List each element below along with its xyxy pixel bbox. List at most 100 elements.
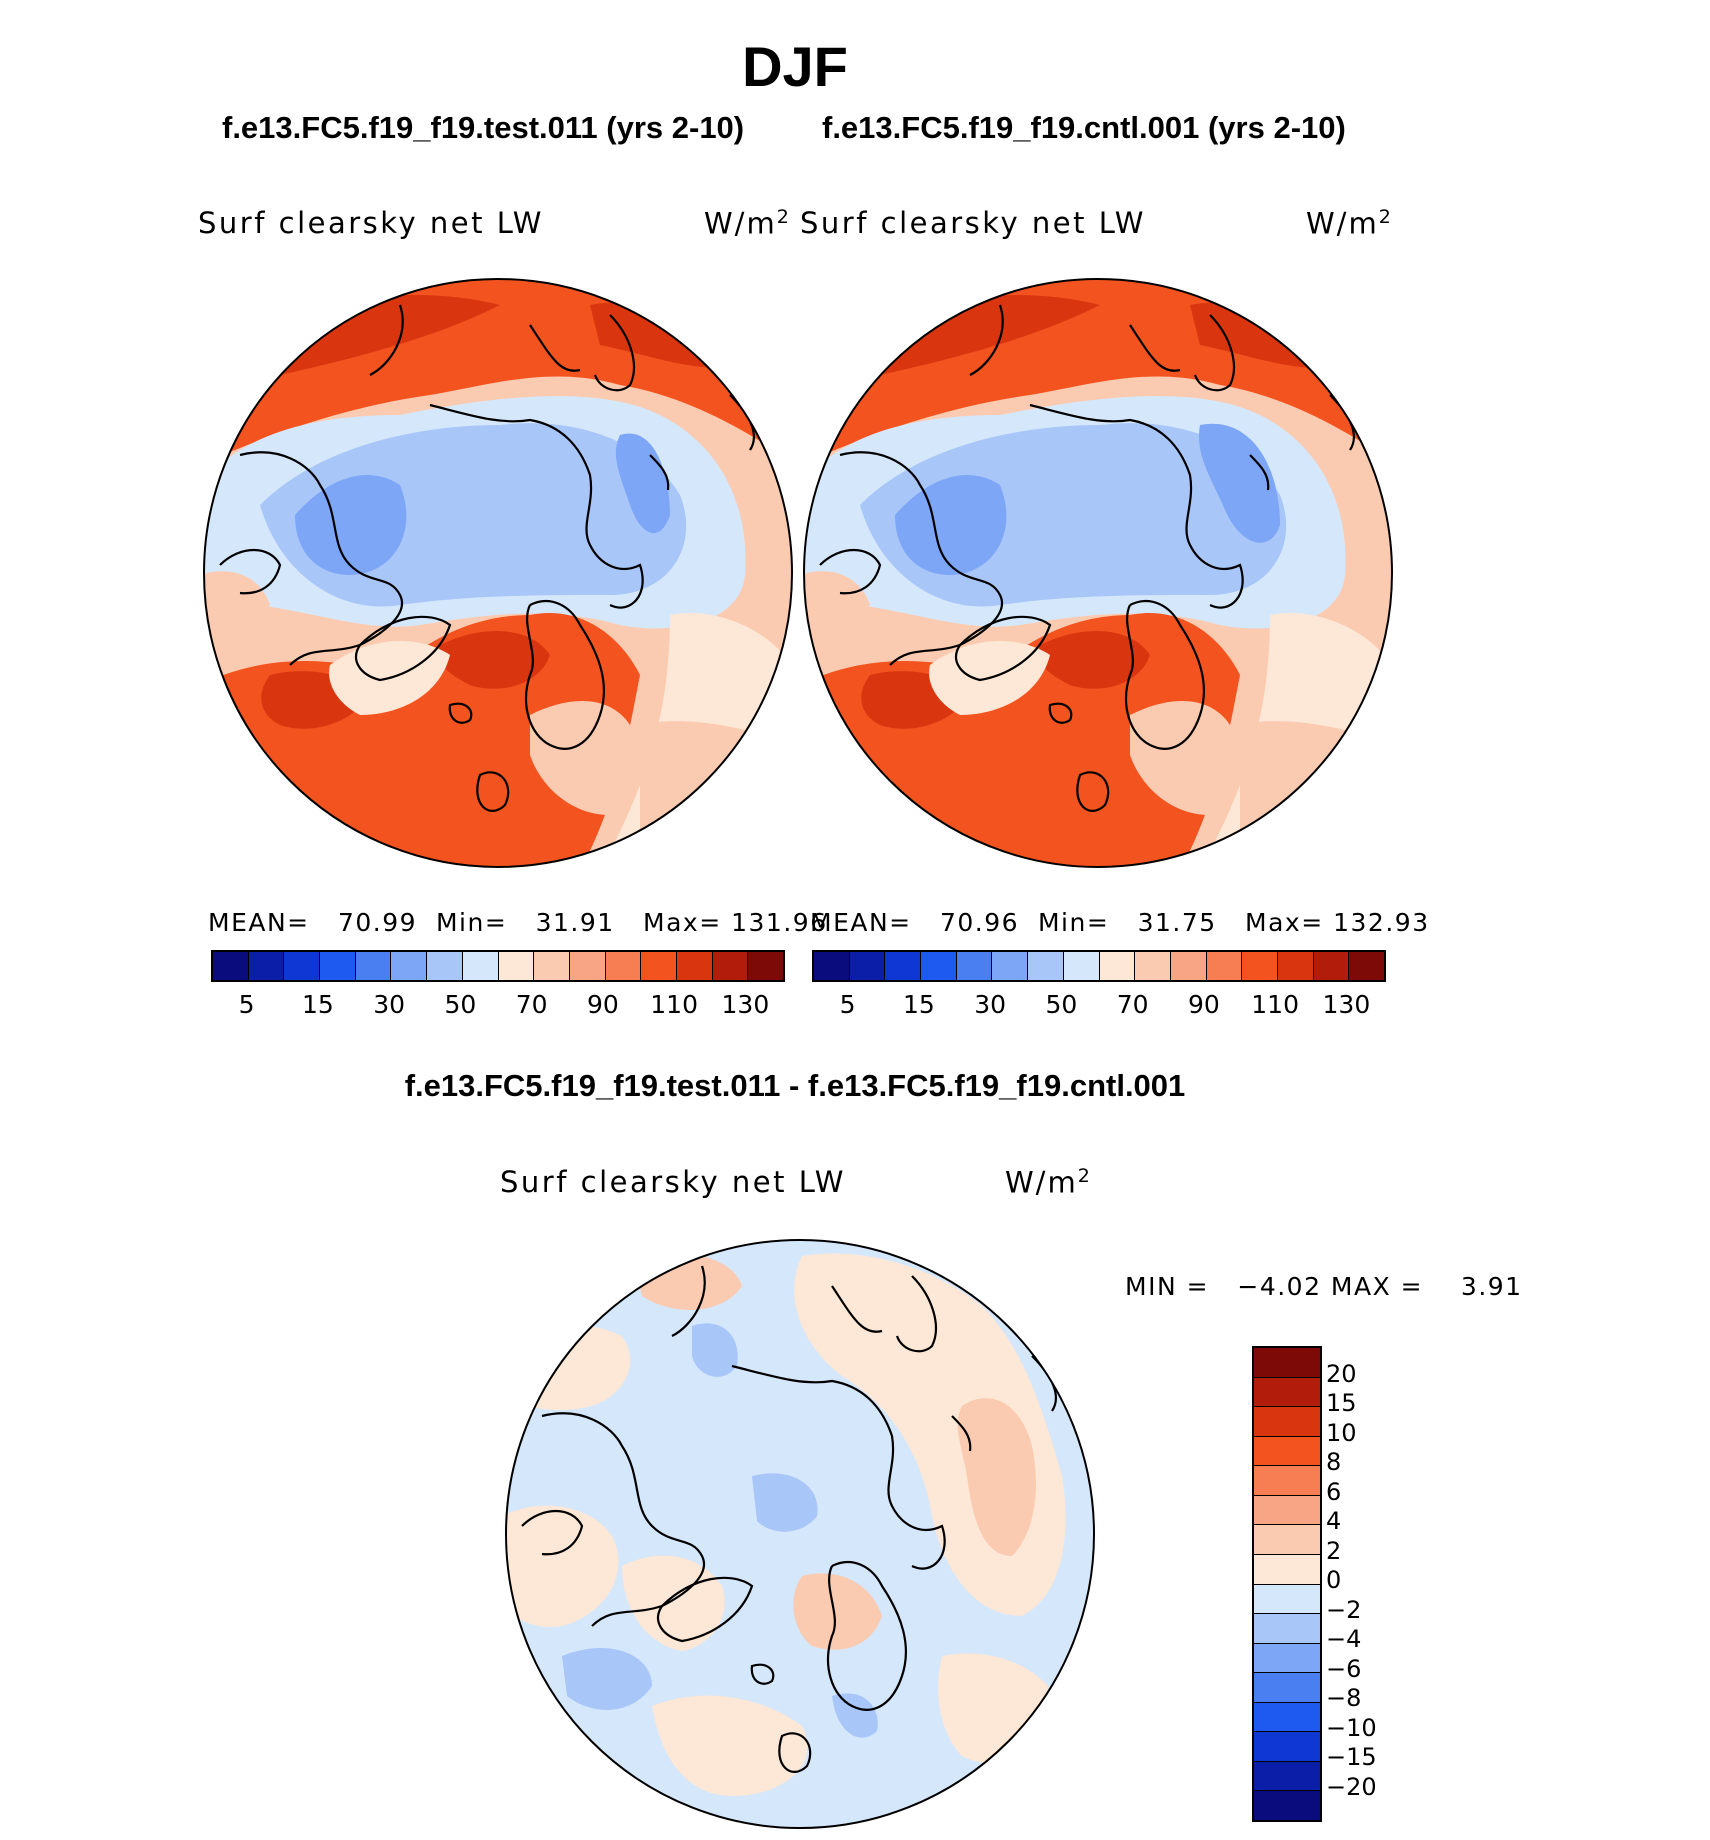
colorbar-tick-label: 90 (586, 990, 619, 1019)
colorbar-tick-label: −20 (1326, 1772, 1377, 1801)
test-variable-label: Surf clearsky net LW (198, 206, 544, 240)
colorbar-box (956, 952, 993, 980)
difference-map-border (505, 1239, 1095, 1829)
colorbar-tick-label: 110 (1251, 990, 1299, 1019)
diff-negative-patch (832, 1693, 878, 1738)
difference-units: W/m2 (1005, 1165, 1092, 1200)
colorbar-box (320, 952, 356, 980)
colorbar-box (814, 952, 850, 980)
colorbar-tick-label: 6 (1326, 1477, 1342, 1506)
colorbar-box (641, 952, 677, 980)
colorbar-box (355, 952, 392, 980)
colorbar-box (605, 952, 642, 980)
colorbar-box (1254, 1377, 1320, 1408)
control-variable-label: Surf clearsky net LW (800, 206, 1146, 240)
field-norwegian-deep (1039, 631, 1150, 689)
colorbar-box (391, 952, 428, 980)
field-eurasia-salmon (640, 721, 792, 867)
field-archipelago-blue (895, 475, 1007, 575)
colorbar-tick-label: 15 (1326, 1389, 1357, 1417)
colorbar-box (992, 952, 1029, 980)
colorbar-box (1254, 1436, 1320, 1467)
difference-stats: MIN = −4.02 MAX = 3.91 (1125, 1272, 1523, 1301)
colorbar-box (1099, 952, 1136, 980)
colorbar-tick-label: 30 (373, 990, 406, 1019)
colorbar-box (1254, 1614, 1320, 1644)
colorbar-box (1206, 952, 1243, 980)
field-siberia-blue (1199, 423, 1280, 543)
colorbar-box (248, 952, 285, 980)
colorbar-box (284, 952, 321, 980)
control-colorbar (812, 950, 1386, 982)
difference-variable-label: Surf clearsky net LW (500, 1165, 846, 1199)
colorbar-box (1254, 1643, 1320, 1674)
colorbar-box (1135, 952, 1171, 980)
field-scandinavia (1130, 701, 1234, 815)
colorbar-tick-label: 5 (839, 990, 856, 1019)
colorbar-tick-label: 15 (902, 990, 935, 1019)
colorbar-box (1254, 1761, 1320, 1792)
colorbar-box (1170, 952, 1207, 980)
colorbar-box (1254, 1702, 1320, 1733)
colorbar-box (1242, 952, 1278, 980)
colorbar-box (1254, 1348, 1320, 1378)
test-colorbar (211, 950, 785, 982)
colorbar-box (1254, 1407, 1320, 1437)
diff-positive-patch (957, 1398, 1036, 1556)
control-case-title: f.e13.FC5.f19_f19.cntl.001 (yrs 2-10) (822, 110, 1346, 145)
control-stats: MEAN= 70.96 Min= 31.75 Max= 132.93 (810, 908, 1430, 937)
control-map-border (803, 278, 1393, 868)
difference-polar-map (505, 1239, 1095, 1829)
test-map-border (203, 278, 793, 868)
colorbar-tick-label: −8 (1326, 1684, 1362, 1712)
colorbar-box (676, 952, 713, 980)
control-polar-map (803, 278, 1393, 868)
colorbar-box (427, 952, 463, 980)
colorbar-tick-label: 70 (1116, 990, 1149, 1019)
colorbar-tick-label: 5 (238, 990, 255, 1019)
colorbar-box (1254, 1554, 1320, 1585)
colorbar-tick-label: 20 (1326, 1359, 1357, 1388)
colorbar-tick-label: −15 (1326, 1743, 1377, 1771)
colorbar-box (712, 952, 749, 980)
colorbar-tick-label: 130 (1322, 990, 1371, 1019)
colorbar-box (1349, 952, 1384, 980)
diff-negative-patch (692, 1323, 738, 1377)
test-stats: MEAN= 70.99 Min= 31.91 Max= 131.96 (208, 908, 828, 937)
colorbar-box (1254, 1791, 1320, 1820)
colorbar-box (1028, 952, 1064, 980)
field-alaska (204, 571, 270, 639)
colorbar-tick-label: 50 (444, 990, 477, 1019)
colorbar-tick-label: 0 (1326, 1566, 1342, 1594)
diff-negative-patch (562, 1647, 652, 1710)
colorbar-box (1063, 952, 1100, 980)
main-title: DJF (742, 35, 848, 98)
colorbar-box (885, 952, 922, 980)
colorbar-tick-label: 15 (301, 990, 334, 1019)
diff-positive-patch (793, 1573, 882, 1650)
colorbar-box (849, 952, 886, 980)
field-siberia-blue (615, 433, 670, 534)
diff-negative-patch (752, 1473, 818, 1532)
field-alaska (804, 571, 870, 639)
colorbar-tick-label: 10 (1326, 1418, 1357, 1447)
colorbar-tick-label: 90 (1187, 990, 1220, 1019)
colorbar-tick-label: 4 (1326, 1507, 1342, 1535)
colorbar-box (569, 952, 606, 980)
colorbar-box (1254, 1525, 1320, 1555)
field-eurasia-salmon (1240, 721, 1392, 867)
test-coastlines (219, 304, 755, 812)
test-units: W/m2 (704, 206, 791, 241)
colorbar-box (748, 952, 783, 980)
field-norwegian-deep (439, 631, 550, 689)
colorbar-tick-label: −10 (1326, 1713, 1377, 1742)
field-scandinavia (530, 701, 634, 815)
colorbar-tick-label: −2 (1326, 1595, 1362, 1624)
field-archipelago-blue (295, 475, 407, 575)
colorbar-box (498, 952, 535, 980)
colorbar-tick-label: 50 (1045, 990, 1078, 1019)
colorbar-box (462, 952, 499, 980)
colorbar-box (921, 952, 957, 980)
colorbar-box (1254, 1584, 1320, 1615)
colorbar-box (1277, 952, 1314, 980)
